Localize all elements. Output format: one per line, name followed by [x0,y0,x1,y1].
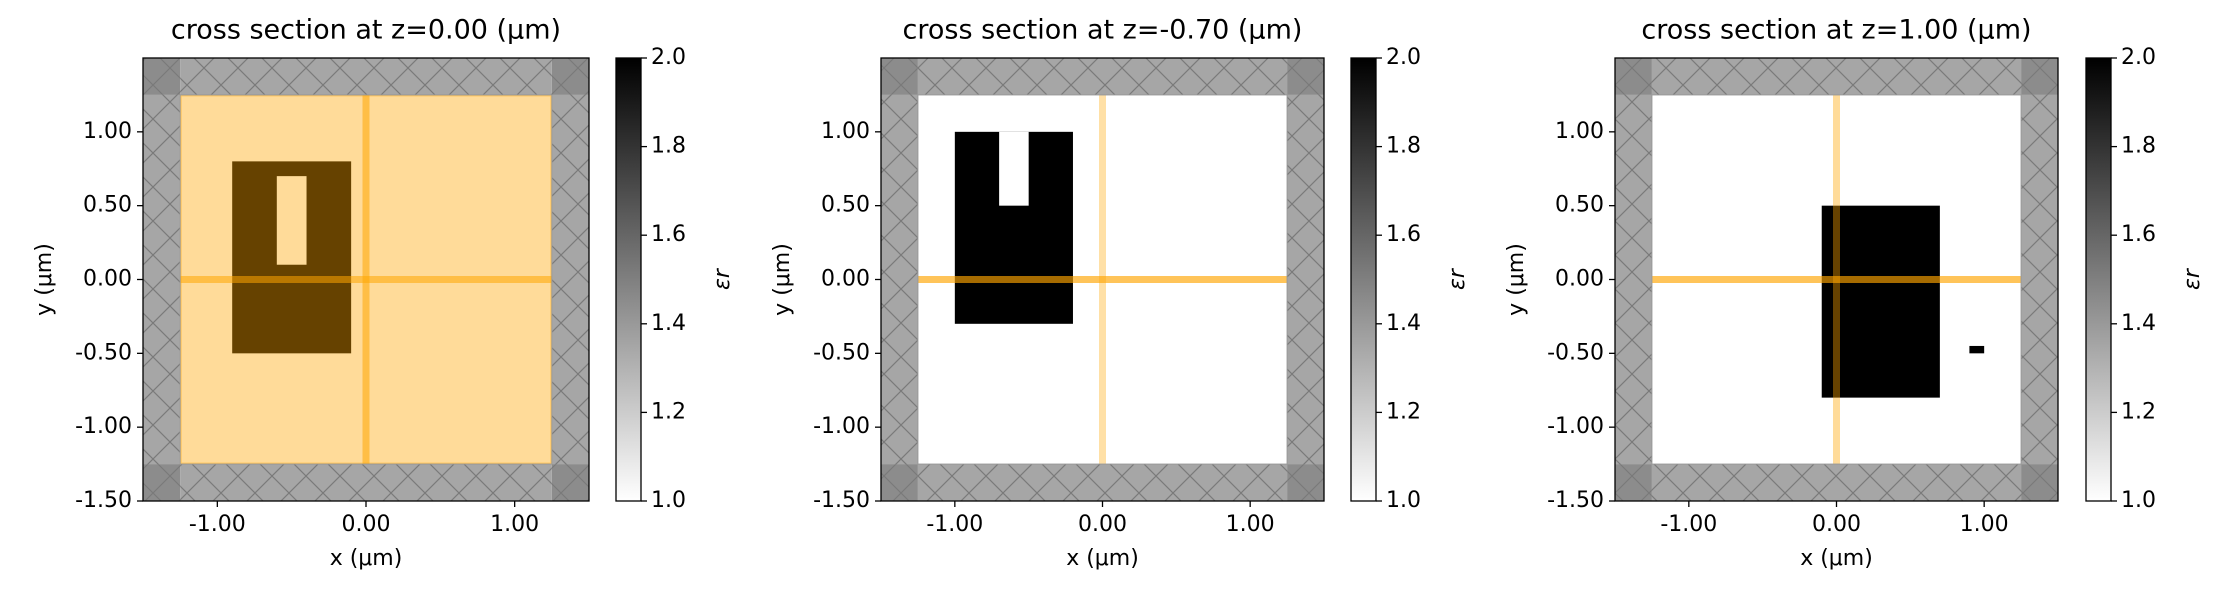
pml-hatch [881,58,918,95]
pml-hatch [1615,464,1652,501]
y-tick-label: 1.00 [83,119,132,144]
structure [1969,345,1985,354]
structure [276,176,307,265]
plot-area [881,58,1324,501]
y-tick-label: -0.50 [75,340,132,365]
colorbar-tick-label: 1.6 [1386,222,1421,247]
title: cross section at z=0.00 (μm) [171,15,561,46]
pml-hatch [1615,94,1652,465]
pml-hatch [1651,58,2022,95]
domain-edge [1651,94,2022,465]
y-tick-label: 0.50 [1555,193,1604,218]
pml-hatch [881,94,918,465]
pml-hatch [1615,58,1652,95]
x-axis-label: x (μm) [1800,546,1873,571]
colorbar-tick-label: 1.4 [1386,311,1421,336]
y-tick-label: 0.50 [821,193,870,218]
pml-hatch [2021,94,2058,465]
colorbar-tick-label: 2.0 [651,45,686,70]
x-tick-label: -1.00 [189,512,246,537]
colorbar-tick-label: 1.2 [1386,399,1421,424]
x-tick-label: 1.00 [1226,512,1275,537]
colorbar-tick-label: 1.6 [2121,222,2156,247]
pml-hatch [551,58,589,95]
colorbar-tick-label: 1.6 [651,222,686,247]
pml-hatch [180,464,552,501]
pml-hatch [551,464,589,501]
y-tick-label: 1.00 [1555,119,1604,144]
plot-area [143,58,589,501]
colorbar [2085,57,2112,502]
x-tick-label: 0.00 [1812,512,1861,537]
y-tick-label: -1.00 [75,414,132,439]
y-tick-label: -1.00 [813,414,870,439]
y-axis-label: y (μm) [770,243,795,316]
y-tick-label: 1.00 [821,119,870,144]
y-tick-label: 0.00 [821,267,870,292]
y-tick-label: -1.00 [1547,414,1604,439]
x-tick-label: -1.00 [1660,512,1717,537]
x-tick-label: -1.00 [926,512,983,537]
x-tick-label: 0.00 [1078,512,1127,537]
colorbar-tick-label: 1.0 [1386,488,1421,513]
colorbar-label: εr [710,267,735,290]
title: cross section at z=1.00 (μm) [1641,15,2031,46]
pml-hatch [1287,94,1324,465]
colorbar-tick-label: 1.2 [2121,399,2156,424]
y-tick-label: -0.50 [813,340,870,365]
pml-hatch [1651,464,2022,501]
pml-hatch [2021,464,2058,501]
domain-edge [917,94,1288,465]
colorbar-label: εr [1445,267,1470,290]
pml-hatch [180,58,552,95]
colorbar-tick-label: 1.0 [651,488,686,513]
x-tick-label: 1.00 [1960,512,2009,537]
pml-hatch [143,464,181,501]
pml-hatch [881,464,918,501]
colorbar-tick-label: 1.8 [2121,134,2156,159]
x-tick-label: 1.00 [490,512,539,537]
pml-hatch [2021,58,2058,95]
pml-hatch [551,94,589,465]
y-tick-label: 0.00 [83,267,132,292]
pml-hatch [917,58,1288,95]
title: cross section at z=-0.70 (μm) [903,15,1303,46]
colorbar [615,57,642,502]
colorbar-tick-label: 1.0 [2121,488,2156,513]
y-axis-label: y (μm) [32,243,57,316]
plot-area [1615,58,2058,501]
domain-edge [179,94,553,465]
colorbar-tick-label: 2.0 [2121,45,2156,70]
y-tick-label: -1.50 [813,488,870,513]
colorbar-tick-label: 1.2 [651,399,686,424]
colorbar-tick-label: 2.0 [1386,45,1421,70]
colorbar-label: εr [2180,267,2205,290]
colorbar [1350,57,1377,502]
pml-hatch [1287,464,1324,501]
colorbar-tick-label: 1.4 [651,311,686,336]
y-axis-label: y (μm) [1504,243,1529,316]
colorbar-tick-label: 1.8 [651,134,686,159]
y-tick-label: -0.50 [1547,340,1604,365]
colorbar-tick-label: 1.4 [2121,311,2156,336]
structure [1821,205,1940,398]
x-axis-label: x (μm) [1066,546,1139,571]
pml-hatch [1287,58,1324,95]
pml-hatch [143,58,181,95]
y-tick-label: -1.50 [75,488,132,513]
y-tick-label: -1.50 [1547,488,1604,513]
colorbar-tick-label: 1.8 [1386,134,1421,159]
x-axis-label: x (μm) [330,546,403,571]
structure [999,131,1029,206]
pml-hatch [917,464,1288,501]
x-tick-label: 0.00 [342,512,391,537]
y-tick-label: 0.50 [83,193,132,218]
pml-hatch [143,94,181,465]
y-tick-label: 0.00 [1555,267,1604,292]
